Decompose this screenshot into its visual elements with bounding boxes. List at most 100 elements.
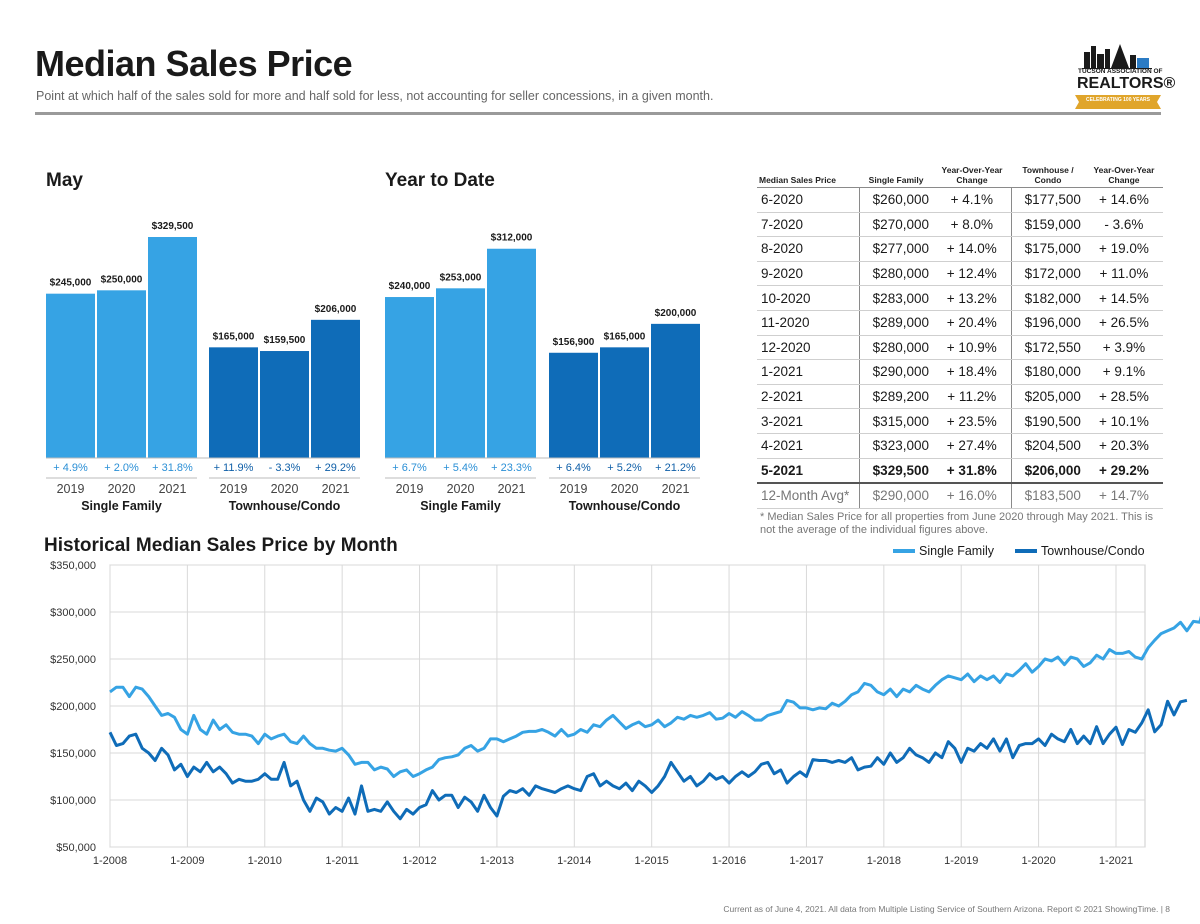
table-cell: 9-2020 — [757, 261, 860, 287]
x-tick-label: 1-2011 — [325, 855, 358, 867]
table-header-row: Median Sales Price Single Family Year-Ov… — [757, 165, 1163, 188]
table-cell: $159,000 — [1010, 212, 1085, 238]
table-cell: + 14.0% — [932, 236, 1012, 262]
ytd-chart-title: Year to Date — [385, 170, 495, 191]
table-row: 2-2021 $289,200 + 11.2% $205,000 + 28.5% — [757, 384, 1163, 410]
y-tick-label: $300,000 — [50, 607, 96, 619]
y-tick-label: $100,000 — [50, 795, 96, 807]
bar-year-label: 2020 — [611, 482, 639, 496]
table-cell: $196,000 — [1010, 310, 1085, 336]
table-row: 11-2020 $289,000 + 20.4% $196,000 + 26.5% — [757, 310, 1163, 336]
table-header: Townhouse / Condo — [1011, 165, 1085, 188]
bar — [385, 297, 434, 458]
table-cell: + 13.2% — [932, 285, 1012, 311]
bar-value-label: $206,000 — [315, 304, 357, 315]
bar — [487, 248, 536, 458]
table-cell: $329,500 — [858, 458, 933, 485]
bar-value-label: $312,000 — [491, 233, 533, 244]
table-row: 5-2021 $329,500 + 31.8% $206,000 + 29.2% — [757, 458, 1163, 485]
table-cell: $206,000 — [1010, 458, 1085, 485]
table-cell: $205,000 — [1010, 384, 1085, 410]
bar-year-label: 2020 — [447, 482, 475, 496]
y-tick-label: $250,000 — [50, 654, 96, 666]
table-cell: $260,000 — [858, 187, 933, 213]
bar-value-label: $240,000 — [389, 281, 431, 292]
bar-value-label: $159,500 — [264, 335, 306, 346]
table-row: 10-2020 $283,000 + 13.2% $182,000 + 14.5% — [757, 285, 1163, 311]
table-cell: $175,000 — [1010, 236, 1085, 262]
bar — [311, 319, 360, 458]
table-cell: + 26.5% — [1084, 310, 1163, 336]
x-tick-label: 1-2012 — [402, 855, 436, 867]
x-tick-label: 1-2020 — [1021, 855, 1055, 867]
skyline-icon — [1075, 44, 1161, 109]
bar-year-label: 2021 — [322, 482, 350, 496]
bar — [436, 288, 485, 458]
bar — [600, 347, 649, 458]
table-cell: + 11.0% — [1084, 261, 1163, 287]
bar-year-label: 2019 — [396, 482, 424, 496]
table-cell: + 12.4% — [932, 261, 1012, 287]
group-label: Single Family — [81, 499, 162, 513]
table-cell: 11-2020 — [757, 310, 860, 336]
x-tick-label: 1-2017 — [789, 855, 823, 867]
table-cell: $172,000 — [1010, 261, 1085, 287]
table-cell: $290,000 — [858, 359, 933, 385]
bar-year-label: 2020 — [271, 482, 299, 496]
table-cell: 12-2020 — [757, 335, 860, 361]
table-cell: + 10.1% — [1084, 408, 1163, 434]
group-label: Townhouse/Condo — [229, 499, 341, 513]
x-tick-label: 1-2015 — [635, 855, 669, 867]
table-cell: $180,000 — [1010, 359, 1085, 385]
x-tick-label: 1-2016 — [712, 855, 746, 867]
table-cell: $183,500 — [1010, 483, 1085, 509]
tucson-realtors-logo: TUCSON ASSOCIATION OF REALTORS® CELEBRAT… — [1072, 40, 1175, 110]
table-cell: $172,550 — [1010, 335, 1085, 361]
table-cell: + 14.5% — [1084, 285, 1163, 311]
table-footnote: * Median Sales Price for all properties … — [760, 511, 1153, 536]
x-tick-label: 1-2019 — [944, 855, 978, 867]
header-divider — [35, 112, 1161, 115]
table-cell: 2-2021 — [757, 384, 860, 410]
table-cell: 5-2021 — [757, 458, 860, 485]
table-cell: $190,500 — [1010, 408, 1085, 434]
bar-change-label: + 6.7% — [392, 462, 427, 474]
table-row: 9-2020 $280,000 + 12.4% $172,000 + 11.0% — [757, 261, 1163, 287]
bar-value-label: $165,000 — [604, 331, 646, 342]
y-tick-label: $200,000 — [50, 701, 96, 713]
bar-year-label: 2021 — [662, 482, 690, 496]
table-cell: 7-2020 — [757, 212, 860, 238]
table-cell: + 4.1% — [932, 187, 1012, 213]
bar-change-label: + 11.9% — [214, 462, 254, 474]
table-cell: + 23.5% — [932, 408, 1012, 434]
table-cell: 10-2020 — [757, 285, 860, 311]
bar — [651, 323, 700, 458]
table-cell: + 16.0% — [932, 483, 1012, 509]
bar-value-label: $156,900 — [553, 337, 595, 348]
x-tick-label: 1-2010 — [248, 855, 282, 867]
table-cell: + 3.9% — [1084, 335, 1163, 361]
table-cell: $289,200 — [858, 384, 933, 410]
bar-value-label: $253,000 — [440, 272, 482, 283]
table-cell: $290,000 — [858, 483, 933, 509]
y-tick-label: $50,000 — [56, 842, 96, 854]
table-cell: 3-2021 — [757, 408, 860, 434]
bar-change-label: + 31.8% — [152, 462, 193, 474]
bar-change-label: + 23.3% — [491, 462, 532, 474]
bar-change-label: + 4.9% — [53, 462, 88, 474]
table-header: Year-Over-Year Change — [1084, 165, 1163, 188]
table-cell: + 14.6% — [1084, 187, 1163, 213]
table-cell: $177,500 — [1010, 187, 1085, 213]
table-header: Single Family — [859, 165, 933, 188]
table-cell: + 9.1% — [1084, 359, 1163, 385]
bar-value-label: $250,000 — [101, 274, 143, 285]
x-tick-label: 1-2008 — [93, 855, 127, 867]
bar-year-label: 2021 — [498, 482, 526, 496]
table-cell: 4-2021 — [757, 433, 860, 459]
may-chart-title: May — [46, 170, 83, 191]
table-cell: + 8.0% — [932, 212, 1012, 238]
x-tick-label: 1-2021 — [1099, 855, 1133, 867]
bar-value-label: $245,000 — [50, 278, 92, 289]
table-cell: + 29.2% — [1084, 458, 1163, 485]
table-cell: + 19.0% — [1084, 236, 1163, 262]
